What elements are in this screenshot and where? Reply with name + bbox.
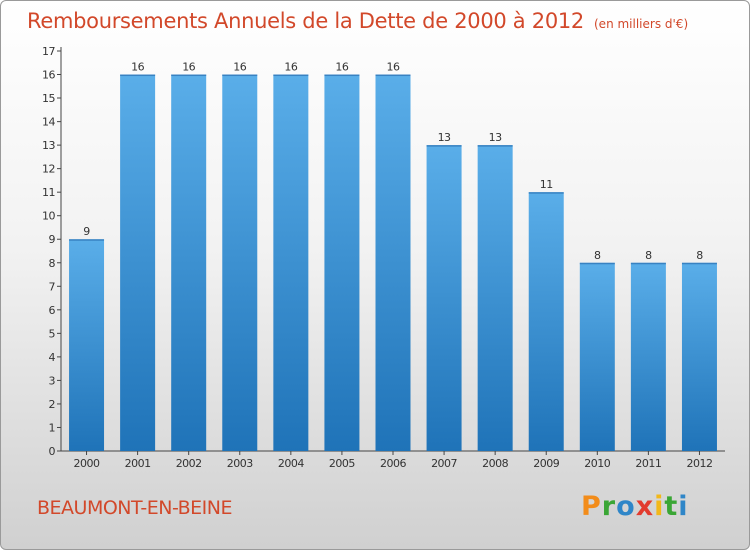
x-tick-label: 2009 — [533, 457, 559, 470]
bar-value-label: 16 — [233, 61, 246, 74]
bar — [120, 74, 156, 451]
x-tick-label: 2007 — [431, 457, 457, 470]
y-tick-label: 8 — [49, 257, 56, 270]
bar-value-label: 16 — [182, 61, 195, 74]
logo-letter: r — [601, 491, 617, 522]
chart-title-text: Remboursements Annuels de la Dette de 20… — [27, 9, 584, 33]
y-tick-label: 9 — [49, 233, 56, 246]
logo-letter: P — [581, 491, 602, 522]
bar — [528, 192, 564, 452]
bar-value-label: 8 — [696, 249, 703, 262]
bar-value-label: 16 — [387, 61, 400, 74]
bar-value-label: 8 — [594, 249, 601, 262]
y-tick-label: 4 — [49, 351, 56, 364]
chart-unit: (en milliers d'€) — [594, 17, 689, 31]
x-tick-label: 2012 — [686, 457, 712, 470]
chart-title: Remboursements Annuels de la Dette de 20… — [27, 9, 688, 33]
logo-letter: o — [616, 491, 636, 522]
y-tick-label: 3 — [49, 374, 56, 387]
x-tick-label: 2001 — [125, 457, 151, 470]
bar-value-label: 8 — [645, 249, 652, 262]
x-tick-label: 2002 — [176, 457, 202, 470]
bar-value-label: 13 — [489, 131, 502, 144]
proxiti-logo: Proxiti — [581, 491, 689, 522]
x-tick-label: 2003 — [227, 457, 253, 470]
town-name: BEAUMONT-EN-BEINE — [37, 497, 232, 519]
bar — [375, 74, 411, 451]
bar-top-edge — [630, 262, 666, 265]
logo-letter: x — [635, 491, 655, 522]
y-tick-label: 11 — [42, 186, 55, 199]
y-tick-label: 1 — [49, 421, 56, 434]
bar — [477, 145, 513, 451]
chart-bars — [69, 74, 717, 452]
logo-letter: i — [678, 491, 689, 522]
logo-letter: i — [654, 491, 665, 522]
bar-top-edge — [120, 74, 156, 77]
y-tick-label: 0 — [49, 445, 56, 458]
y-tick-label: 15 — [42, 92, 55, 105]
bar-value-label: 9 — [83, 225, 90, 238]
bar-top-edge — [273, 74, 309, 77]
x-tick-label: 2004 — [278, 457, 304, 470]
bar-top-edge — [222, 74, 258, 77]
bar-top-edge — [681, 262, 717, 265]
bar — [681, 262, 717, 451]
logo-letter: t — [664, 491, 679, 522]
bar-value-label: 16 — [335, 61, 348, 74]
y-tick-label: 2 — [49, 398, 56, 411]
x-tick-label: 2011 — [635, 457, 661, 470]
x-tick-label: 2006 — [380, 457, 406, 470]
bar-value-label: 16 — [131, 61, 144, 74]
bar-top-edge — [69, 239, 105, 241]
bar — [69, 239, 105, 451]
bar — [630, 262, 666, 451]
bar-top-edge — [477, 145, 513, 147]
y-tick-label: 13 — [42, 139, 55, 152]
bar — [273, 74, 309, 451]
y-tick-label: 17 — [42, 45, 55, 58]
bar — [171, 74, 207, 451]
bar-top-edge — [426, 145, 462, 147]
y-tick-label: 7 — [49, 280, 56, 293]
bar — [222, 74, 258, 451]
y-tick-label: 12 — [42, 163, 55, 176]
bar-top-edge — [171, 74, 207, 77]
y-tick-label: 14 — [42, 116, 55, 129]
bar — [579, 262, 615, 451]
y-tick-label: 10 — [42, 210, 55, 223]
bar-value-label: 13 — [438, 131, 451, 144]
chart-labels: 2000 9 2001 16 2002 16 2003 16 2004 16 2005 16 2006 1… — [74, 61, 713, 470]
x-tick-label: 2000 — [74, 457, 100, 470]
x-tick-label: 2005 — [329, 457, 355, 470]
y-tick-label: 6 — [49, 304, 56, 317]
bar-value-label: 16 — [284, 61, 297, 74]
bar-top-edge — [324, 74, 360, 77]
bar-value-label: 11 — [540, 178, 553, 191]
y-tick-label: 5 — [49, 327, 56, 340]
bar-top-edge — [375, 74, 411, 77]
bar — [426, 145, 462, 451]
bar-top-edge — [528, 192, 564, 194]
x-tick-label: 2008 — [482, 457, 508, 470]
x-tick-label: 2010 — [584, 457, 610, 470]
bar-top-edge — [579, 262, 615, 265]
bar — [324, 74, 360, 451]
y-tick-label: 16 — [42, 69, 55, 82]
